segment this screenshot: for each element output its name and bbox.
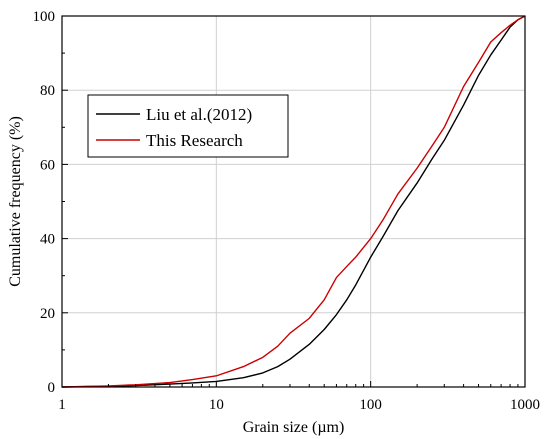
ticks: 1 10 100 1000 0 20 40 60 80 100 [33, 9, 541, 413]
series-line-1 [61, 15, 526, 388]
y-tick-label: 0 [48, 380, 56, 396]
y-tick-label: 100 [33, 9, 56, 25]
x-tick-label: 100 [359, 397, 382, 413]
y-tick-label: 40 [40, 232, 55, 248]
y-axis-label: Cumulative frequency (%) [7, 116, 24, 287]
x-tick-label: 1000 [510, 397, 540, 413]
series-line-2 [61, 15, 526, 388]
y-tick-label: 80 [40, 83, 55, 99]
series-layer [61, 15, 526, 388]
legend-label-2: This Research [146, 131, 243, 150]
legend-box [87, 94, 289, 158]
legend: Liu et al.(2012) This Research [87, 94, 289, 158]
x-tick-label: 10 [209, 397, 224, 413]
x-axis-label: Grain size (µm) [243, 419, 345, 436]
y-tick-label: 20 [40, 306, 55, 322]
x-tick-label: 1 [58, 397, 66, 413]
y-tick-label: 60 [40, 157, 55, 173]
legend-label-1: Liu et al.(2012) [146, 105, 252, 124]
